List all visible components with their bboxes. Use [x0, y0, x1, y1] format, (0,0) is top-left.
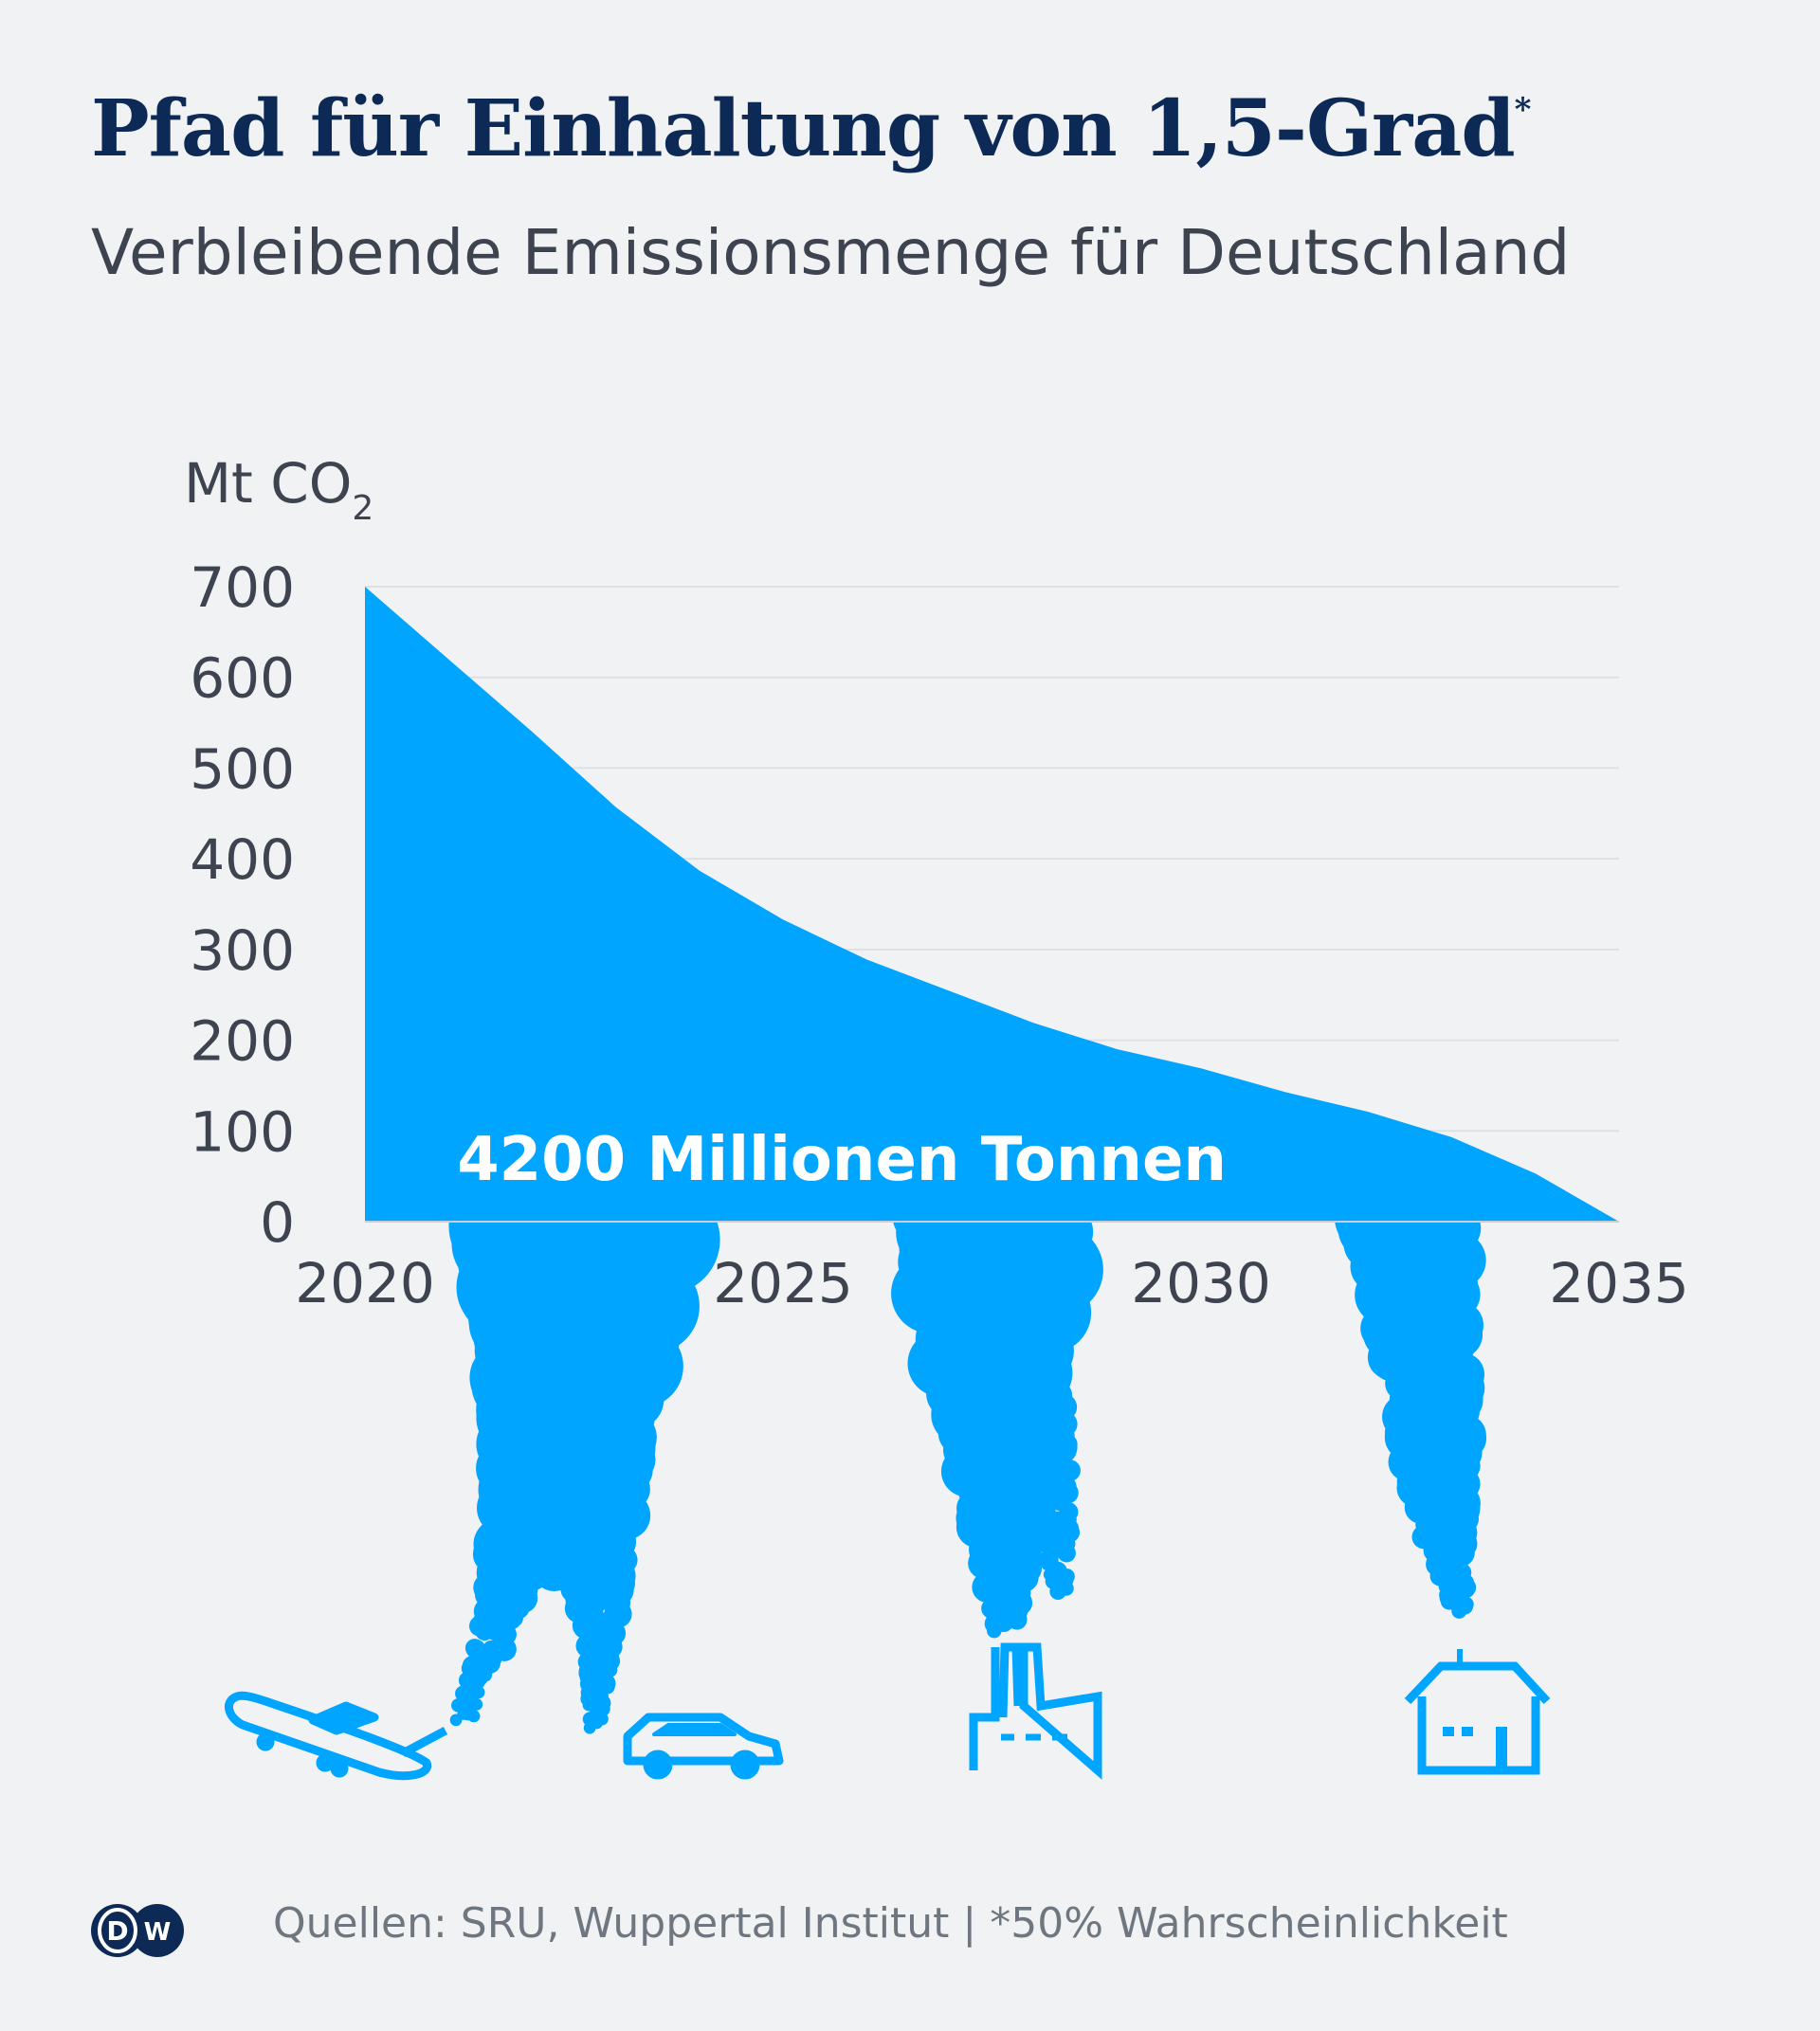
y-axis-label-subscript: 2: [352, 489, 373, 528]
smoke-puff: [1057, 1544, 1076, 1563]
y-tick-labels: 0 100 200 300 400 500 600 700: [190, 555, 295, 1255]
x-tick-label: 2035: [1549, 1251, 1689, 1315]
y-tick-label: 200: [190, 1009, 295, 1074]
airplane-icon: [225, 1691, 448, 1781]
total-annotation: 4200 Millionen Tonnen: [457, 1125, 1227, 1195]
y-tick-label: 600: [190, 646, 295, 711]
x-tick-label: 2030: [1131, 1251, 1271, 1315]
house-icon: [1404, 1649, 1551, 1775]
chart-subtitle: Verbleibende Emissionsmenge für Deutschl…: [91, 216, 1571, 289]
chart-title: Pfad für Einhaltung von 1,5-Grad*: [91, 83, 1532, 174]
smoke-puff: [470, 1698, 483, 1711]
car-icon: [623, 1713, 784, 1780]
smoke-puff: [595, 1713, 609, 1726]
smoke-puff: [468, 1615, 490, 1637]
emissions-area: [365, 587, 1619, 1222]
smoke-puff: [603, 1662, 618, 1677]
title-text: Pfad für Einhaltung von 1,5-Grad: [91, 83, 1516, 174]
smoke-puff: [1007, 1609, 1028, 1630]
y-tick-label: 400: [190, 827, 295, 892]
x-tick-labels: 2020 2025 2030 2035: [295, 1251, 1689, 1315]
smoke-puff: [1058, 1518, 1080, 1539]
smoke-puff: [1457, 1578, 1477, 1598]
title-footnote-mark: *: [1514, 91, 1532, 129]
smoke-puff: [1457, 1599, 1473, 1615]
x-tick-label: 2020: [295, 1251, 435, 1315]
smoke-puff: [1059, 1502, 1079, 1522]
svg-text:D: D: [106, 1915, 128, 1947]
smoke-puff: [1052, 1438, 1077, 1462]
smoke-puff: [461, 1705, 476, 1721]
y-tick-label: 500: [190, 736, 295, 801]
dw-logo: D W: [91, 1904, 184, 1957]
svg-text:W: W: [144, 1918, 172, 1947]
y-tick-label: 0: [260, 1190, 295, 1255]
y-tick-label: 700: [190, 555, 295, 620]
smoke-puff: [479, 1668, 493, 1682]
source-note: Quellen: SRU, Wuppertal Institut | *50% …: [273, 1899, 1508, 1948]
smoke-puff: [1451, 1549, 1471, 1569]
smoke-puff: [1043, 1352, 1065, 1375]
y-tick-label: 300: [190, 918, 295, 983]
smoke-puff: [600, 1613, 621, 1634]
smoke-plumes: [448, 1166, 1487, 1734]
smoke-puff: [582, 1698, 595, 1712]
smoke-puff: [594, 1700, 610, 1717]
y-axis-label: Mt CO2: [184, 451, 373, 528]
x-tick-label: 2025: [713, 1251, 853, 1315]
smoke-puff: [1059, 1460, 1081, 1481]
factory-icon: [969, 1642, 1102, 1780]
y-axis-label-text: Mt CO: [184, 451, 352, 516]
smoke-puff: [1058, 1580, 1074, 1596]
smoke-puff: [1453, 1563, 1472, 1582]
smoke-puff: [1039, 1532, 1058, 1552]
y-tick-label: 100: [190, 1099, 295, 1164]
